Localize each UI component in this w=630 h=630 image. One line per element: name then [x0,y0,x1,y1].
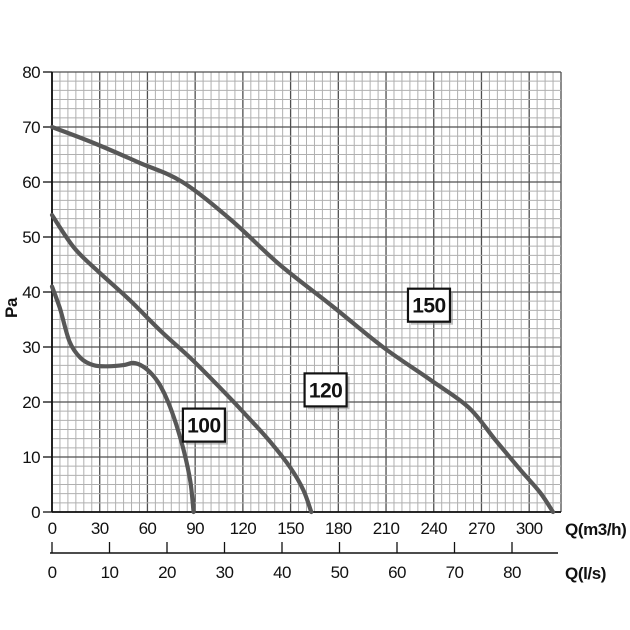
x-axis2-tick-label: 20 [158,563,176,582]
y-axis-tick-label: 80 [22,63,40,82]
x-axis2-title: Q(l/s) [565,564,606,583]
x-axis2-tick-label: 30 [216,563,234,582]
curve-label-box-100 [181,407,227,443]
curve-label-box-120 [303,372,348,408]
x-axis1-tick-label: 270 [468,519,495,538]
grid [51,71,562,513]
x-axis1-tick-label: 120 [230,519,257,538]
axes [43,71,561,554]
curve-150 [49,124,556,515]
x-axis2-tick-label: 60 [388,563,406,582]
x-axis2-tick-label: 50 [331,563,349,582]
curve-label-text-100: 100 [187,415,221,438]
x-axis2-tick-label: 40 [273,563,291,582]
tick-labels: 0 10 20 30 40 50 60 70 80 0 30 60 90 120 150 180 210 240 2… [22,63,543,582]
curve-label-box-150 [406,287,452,323]
y-axis-title: Pa [2,297,21,318]
y-axis-tick-label: 40 [22,283,40,302]
y-axis-tick-label: 10 [22,448,40,467]
y-axis-tick-label: 30 [22,338,40,357]
curve-label-text-150: 150 [412,295,446,318]
curves [49,124,556,515]
y-axis-tick-label: 60 [22,173,40,192]
curve-100 [49,284,196,515]
curve-120 [49,212,314,515]
x-axis2-tick-label: 80 [503,563,521,582]
x-axis1-tick-label: 300 [516,519,543,538]
x-axis2-tick-label: 10 [101,563,119,582]
x-axis2-tick-label: 0 [48,563,57,582]
y-axis-tick-label: 0 [31,503,40,522]
x-axis1-tick-label: 0 [48,519,57,538]
x-axis1-title: Q(m3/h) [565,520,626,539]
y-axis-tick-label: 50 [22,228,40,247]
x-axis1-tick-label: 150 [277,519,304,538]
x-axis1-tick-label: 210 [373,519,400,538]
x-axis1-tick-label: 30 [91,519,109,538]
x-axis1-tick-label: 180 [325,519,352,538]
x-axis1-tick-label: 90 [186,519,204,538]
y-axis-tick-label: 70 [22,118,40,137]
curve-label-boxes: 100 120 150 [181,287,453,445]
curve-label-text-120: 120 [309,379,343,402]
x-axis1-tick-label: 240 [420,519,447,538]
x-axis2-tick-label: 70 [446,563,464,582]
y-axis-tick-label: 20 [22,393,40,412]
x-axis1-tick-label: 60 [139,519,157,538]
